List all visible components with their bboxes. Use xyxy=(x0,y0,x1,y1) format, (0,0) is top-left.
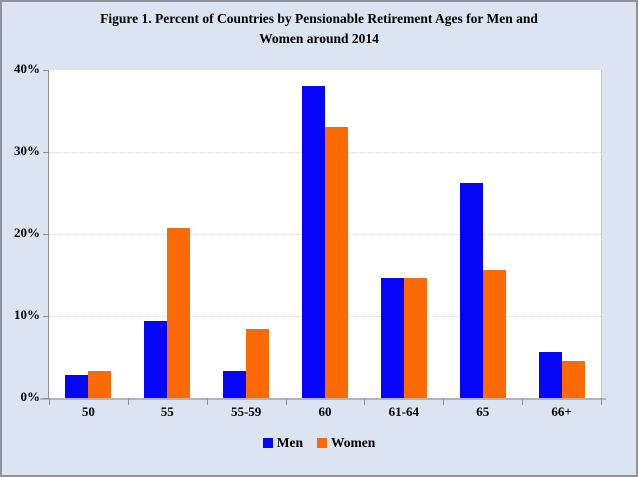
bar-men-61-64 xyxy=(380,278,404,398)
chart-title-line1: Figure 1. Percent of Countries by Pensio… xyxy=(100,11,538,26)
x-tick-0 xyxy=(49,398,50,405)
legend-swatch-women xyxy=(316,438,327,448)
bar-men-60 xyxy=(302,86,325,398)
bar-women-66+ xyxy=(561,361,585,398)
x-category-label-50: 50 xyxy=(81,404,95,419)
chart-title-line2: Women around 2014 xyxy=(259,30,379,46)
y-tick-20 xyxy=(43,234,49,235)
y-tick-label-20: 20% xyxy=(14,225,40,240)
bar-women-55-59 xyxy=(246,329,270,398)
legend-label-women: Women xyxy=(330,435,376,450)
x-tick-7 xyxy=(601,398,602,405)
chart-title: Figure 1. Percent of Countries by Pensio… xyxy=(42,9,596,48)
x-tick-5 xyxy=(443,398,445,405)
bar-women-65 xyxy=(482,270,506,398)
y-tick-label-30: 30% xyxy=(14,143,40,158)
y-tick-10 xyxy=(43,316,49,317)
bar-men-55-59 xyxy=(223,370,247,398)
x-axis-line xyxy=(40,398,606,400)
bar-women-61-64 xyxy=(403,278,427,398)
x-tick-2 xyxy=(206,398,208,405)
bar-men-66+ xyxy=(538,352,562,398)
y-tick-30 xyxy=(43,152,49,153)
y-tick-40 xyxy=(43,70,49,71)
legend-item-men: Men xyxy=(262,435,303,451)
x-tick-3 xyxy=(285,398,287,405)
bar-men-65 xyxy=(459,183,483,398)
x-category-label-65: 65 xyxy=(476,404,490,419)
bar-women-55 xyxy=(167,228,191,398)
y-tick-label-0: 0% xyxy=(20,389,41,404)
x-category-label-55: 55 xyxy=(160,404,174,419)
bar-men-50 xyxy=(65,375,89,398)
x-tick-6 xyxy=(522,398,524,405)
y-tick-0 xyxy=(43,398,49,399)
x-category-label-60: 60 xyxy=(318,404,332,419)
bar-men-55 xyxy=(144,320,168,398)
bar-women-50 xyxy=(88,370,112,398)
bar-women-60 xyxy=(325,127,348,398)
x-tick-1 xyxy=(127,398,129,405)
legend-label-men: Men xyxy=(276,435,303,450)
legend-item-women: Women xyxy=(316,435,376,451)
y-tick-label-10: 10% xyxy=(14,307,40,322)
x-category-label-61-64: 61-64 xyxy=(388,404,420,419)
x-category-label-66+: 66+ xyxy=(551,404,572,419)
x-category-label-55-59: 55-59 xyxy=(230,404,262,419)
x-tick-4 xyxy=(364,398,366,405)
legend: Men Women xyxy=(2,435,636,451)
legend-swatch-men xyxy=(262,438,273,448)
y-tick-label-40: 40% xyxy=(14,61,40,76)
